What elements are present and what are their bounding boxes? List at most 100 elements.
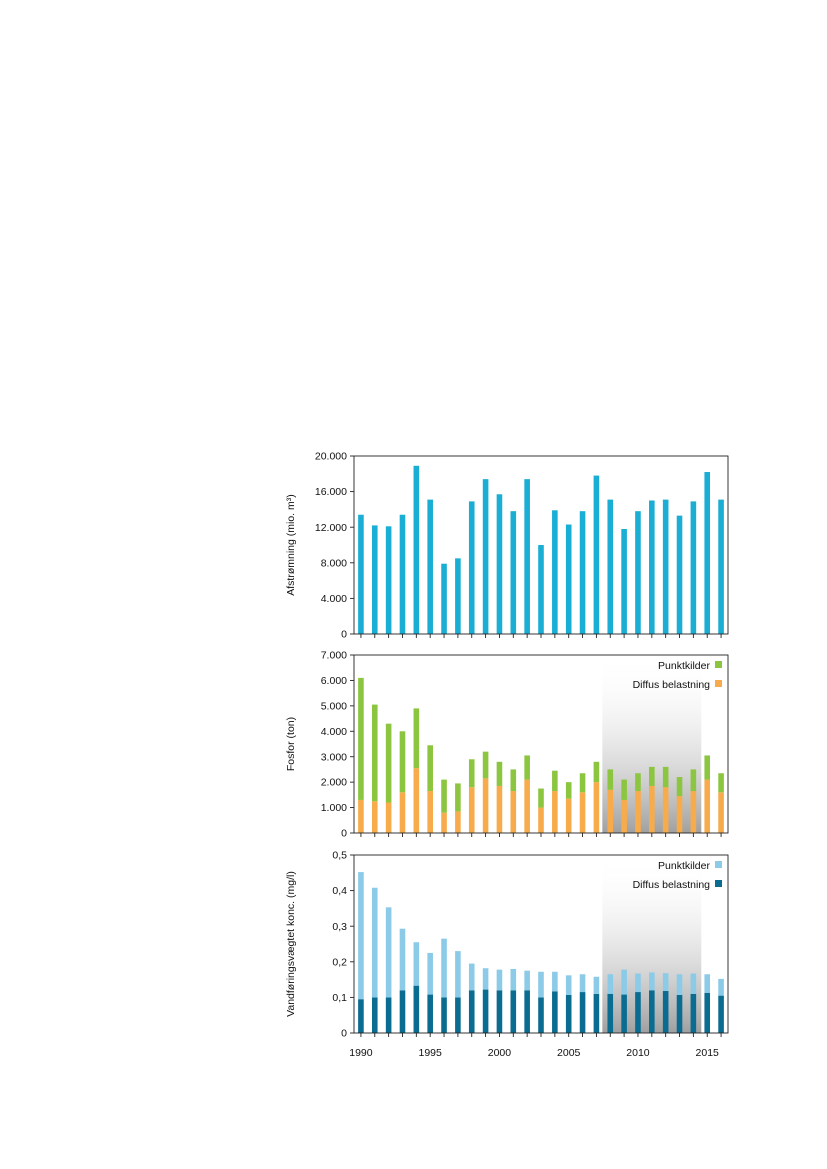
bar-diffus-belastning-1992 xyxy=(385,997,392,1033)
bar-diffus-belastning-2014 xyxy=(690,993,697,1033)
bar-punktkilder-2010 xyxy=(635,773,641,792)
bar-punktkilder-2008 xyxy=(607,974,614,994)
bar-afstrømning-2000 xyxy=(496,494,503,634)
y-tick-label: 0,3 xyxy=(332,921,347,933)
bar-afstrømning-1992 xyxy=(385,526,392,634)
y-tick-label: 8.000 xyxy=(321,557,347,569)
bar-punktkilder-2012 xyxy=(662,766,669,788)
bar-afstrømning-1999 xyxy=(482,479,489,634)
x-tick-label: 2010 xyxy=(626,1047,650,1059)
bar-diffus-belastning-2004 xyxy=(552,791,558,833)
bar-punktkilder-2014 xyxy=(690,973,697,994)
bar-punktkilder-1992 xyxy=(385,723,392,803)
y-tick-label: 12.000 xyxy=(315,522,347,534)
y-tick-label: 5.000 xyxy=(321,700,347,712)
y-tick-label: 3.000 xyxy=(321,751,347,763)
y-tick-label: 0,1 xyxy=(332,992,347,1004)
bar-afstrømning-2008 xyxy=(607,499,614,634)
bar-diffus-belastning-2011 xyxy=(649,785,655,833)
bar-punktkilder-2005 xyxy=(565,975,572,995)
y-tick-label: 16.000 xyxy=(315,486,347,498)
bar-punktkilder-1998 xyxy=(468,963,475,991)
x-tick-label: 1990 xyxy=(349,1047,373,1059)
bar-diffus-belastning-1991 xyxy=(371,997,378,1033)
bar-punktkilder-1994 xyxy=(413,942,420,986)
bar-diffus-belastning-2015 xyxy=(704,779,711,833)
bar-punktkilder-1999 xyxy=(482,751,489,779)
bar-diffus-belastning-2006 xyxy=(579,992,586,1033)
bar-diffus-belastning-2000 xyxy=(496,990,503,1033)
bar-afstrømning-2007 xyxy=(593,475,600,634)
chart-panel-2: 0 1.000 2.000 3.000 4.000 5.000 6.000 7.000 Fosf… xyxy=(285,650,729,840)
bar-diffus-belastning-2012 xyxy=(662,787,669,833)
bar-diffus-belastning-2005 xyxy=(565,994,572,1033)
bar-punktkilder-2015 xyxy=(704,755,711,780)
bar-diffus-belastning-1990 xyxy=(358,999,364,1033)
bar-punktkilder-2009 xyxy=(621,779,627,800)
bar-diffus-belastning-2002 xyxy=(524,990,530,1033)
bar-diffus-belastning-1993 xyxy=(399,792,406,833)
x-tick-label: 2015 xyxy=(696,1047,720,1059)
bar-diffus-belastning-1990 xyxy=(358,799,364,833)
chart-panel-1: 0 4.000 8.000 12.000 16.000 20.000 Afstrømning… xyxy=(285,451,729,641)
bar-afstrømning-1996 xyxy=(441,563,447,634)
bar-diffus-belastning-2007 xyxy=(593,993,600,1033)
bar-punktkilder-2014 xyxy=(690,769,697,792)
bar-punktkilder-1994 xyxy=(413,708,420,769)
bar-afstrømning-2006 xyxy=(579,511,586,634)
x-tick-label: 2005 xyxy=(557,1047,581,1059)
x-tick-label: 2000 xyxy=(488,1047,512,1059)
bar-diffus-belastning-1997 xyxy=(455,811,461,833)
y-axis-label: Afstrømning (mio. m³) xyxy=(285,494,297,596)
bar-punktkilder-2011 xyxy=(649,972,655,991)
bar-diffus-belastning-2005 xyxy=(565,798,572,833)
bar-punktkilder-1999 xyxy=(482,968,489,990)
y-tick-label: 6.000 xyxy=(321,675,347,687)
bar-diffus-belastning-2002 xyxy=(524,779,530,833)
bar-diffus-belastning-2016 xyxy=(718,995,724,1033)
bar-punktkilder-1990 xyxy=(358,677,364,800)
bar-diffus-belastning-1999 xyxy=(482,778,489,833)
bar-diffus-belastning-1995 xyxy=(427,791,433,833)
y-axis-label: Vandføringsvægtet konc. (mg/l) xyxy=(285,871,297,1017)
bar-punktkilder-2011 xyxy=(649,766,655,786)
bar-punktkilder-2005 xyxy=(565,782,572,799)
y-tick-label: 0,5 xyxy=(332,850,347,862)
bar-punktkilder-1996 xyxy=(441,779,447,813)
bar-diffus-belastning-2007 xyxy=(593,782,600,833)
bar-punktkilder-2007 xyxy=(593,761,600,783)
legend-label: Diffus belastning xyxy=(633,679,711,691)
bar-punktkilder-2008 xyxy=(607,769,614,790)
bar-afstrømning-2002 xyxy=(524,479,530,634)
bar-diffus-belastning-2008 xyxy=(607,993,614,1033)
bar-afstrømning-2014 xyxy=(690,501,697,634)
bar-punktkilder-2010 xyxy=(635,973,641,993)
bar-diffus-belastning-1996 xyxy=(441,812,447,833)
bar-punktkilder-2004 xyxy=(552,971,558,992)
x-tick-label: 1995 xyxy=(419,1047,443,1059)
legend-swatch xyxy=(715,680,722,687)
bar-punktkilder-2013 xyxy=(676,777,683,797)
bar-afstrømning-2005 xyxy=(565,524,572,634)
bar-afstrømning-1990 xyxy=(358,514,364,634)
legend-label: Punktkilder xyxy=(658,660,710,672)
bar-diffus-belastning-2009 xyxy=(621,799,627,833)
bar-diffus-belastning-1996 xyxy=(441,997,447,1033)
bar-diffus-belastning-2012 xyxy=(662,990,669,1033)
bar-diffus-belastning-1998 xyxy=(468,787,475,833)
bar-punktkilder-2016 xyxy=(718,773,724,793)
y-tick-label: 1.000 xyxy=(321,802,347,814)
bar-punktkilder-2007 xyxy=(593,976,600,994)
bar-diffus-belastning-2001 xyxy=(510,990,517,1033)
bar-diffus-belastning-2013 xyxy=(676,994,683,1033)
bar-afstrømning-1995 xyxy=(427,499,433,634)
bar-punktkilder-2000 xyxy=(496,969,503,991)
bar-punktkilder-1995 xyxy=(427,952,433,995)
bar-afstrømning-2011 xyxy=(649,500,655,634)
legend-swatch xyxy=(715,661,722,668)
bar-punktkilder-2006 xyxy=(579,773,586,793)
bar-diffus-belastning-2003 xyxy=(538,807,544,833)
y-tick-label: 4.000 xyxy=(321,726,347,738)
bar-diffus-belastning-1994 xyxy=(413,768,420,833)
